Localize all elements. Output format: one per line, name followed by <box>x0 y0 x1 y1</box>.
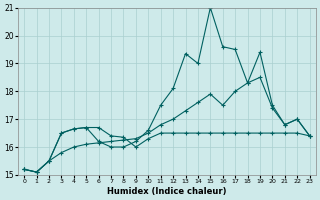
X-axis label: Humidex (Indice chaleur): Humidex (Indice chaleur) <box>107 187 227 196</box>
